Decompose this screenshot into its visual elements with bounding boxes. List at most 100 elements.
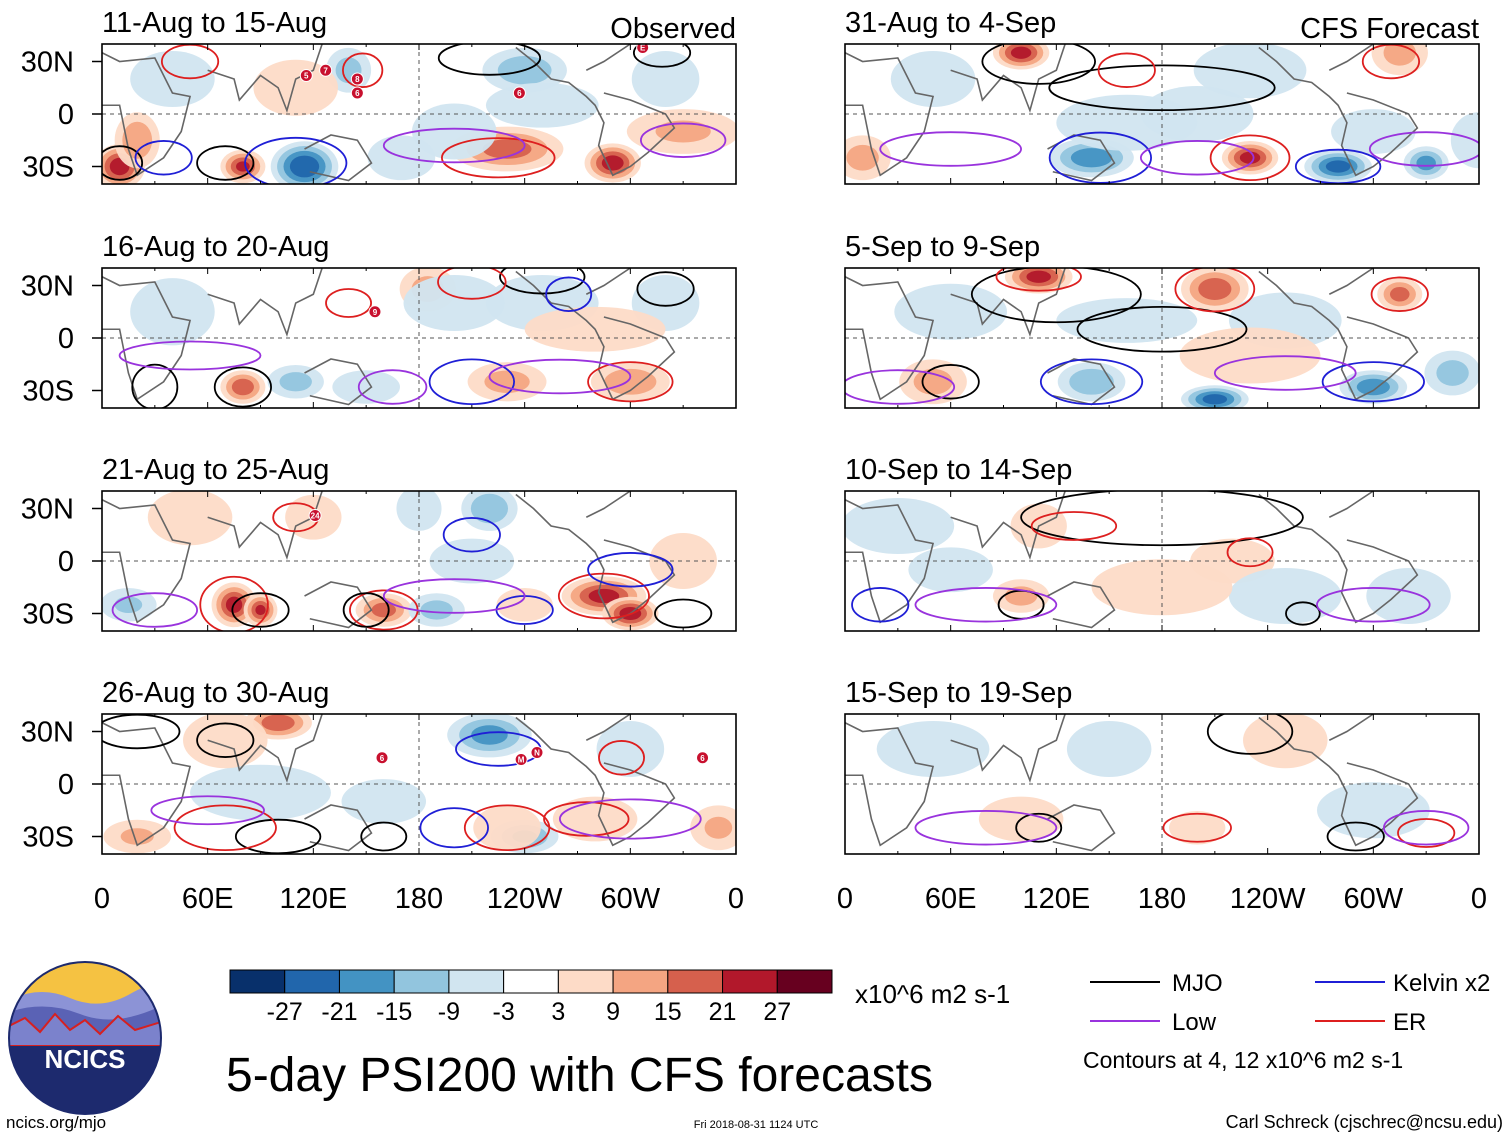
panel-title: 15-Sep to 19-Sep xyxy=(845,677,1072,709)
anomaly-level xyxy=(913,368,953,395)
anomaly-blob xyxy=(1179,327,1321,384)
contour-purple xyxy=(1368,131,1479,167)
anomaly-blob xyxy=(908,547,993,593)
contour-black xyxy=(636,271,695,307)
colorbar-label: 9 xyxy=(606,998,620,1026)
panel-title: 31-Aug to 4-Sep xyxy=(845,7,1056,39)
anomaly-level xyxy=(649,533,717,589)
anomaly-level xyxy=(1056,298,1198,343)
anomaly-blob xyxy=(1450,112,1479,169)
colorbar-label: -27 xyxy=(267,998,303,1026)
y-tick-label: 30N xyxy=(21,47,74,79)
contour-purple xyxy=(357,369,428,405)
anomaly-blob xyxy=(1228,568,1342,624)
anomaly-level xyxy=(261,714,295,731)
storm-marker: 6 xyxy=(512,86,526,100)
contour-blue xyxy=(1048,131,1152,184)
anomaly-blob xyxy=(496,587,553,622)
anomaly-blob xyxy=(220,370,266,404)
panel-title: 16-Aug to 20-Aug xyxy=(102,231,329,263)
x-tick-label: 0 xyxy=(837,883,853,915)
panel-title: 11-Aug to 15-Aug xyxy=(102,7,327,39)
anomaly-blob xyxy=(461,491,518,531)
panel-p5: 31-Aug to 4-Sep CFS Forecast xyxy=(844,7,1480,185)
contour-blue xyxy=(545,276,593,312)
contour-blue xyxy=(419,807,489,849)
legend-label-er: ER xyxy=(1393,1009,1426,1036)
storm-marker: 6 xyxy=(350,86,364,100)
anomaly-blob xyxy=(447,714,532,758)
colorbar: -27 -21 -15 -9 -3 3 9 15 21 27 xyxy=(229,969,833,1026)
contour-note: Contours at 4, 12 x10^6 m2 s-1 xyxy=(1083,1047,1403,1073)
anomaly-level xyxy=(1026,270,1051,283)
colorbar-label: 27 xyxy=(763,998,791,1026)
anomaly-blob xyxy=(1169,810,1226,845)
storm-marker: 7 xyxy=(319,63,333,77)
contour-purple xyxy=(1316,587,1431,623)
anomaly-blob xyxy=(332,370,400,404)
anomaly-level xyxy=(484,370,530,394)
contour-black xyxy=(1206,714,1294,755)
contour-black xyxy=(970,268,1142,324)
contour-black xyxy=(342,592,390,628)
anomaly-blob xyxy=(220,149,266,184)
coastline xyxy=(304,581,373,629)
storm-label: 9 xyxy=(373,308,378,317)
y-tick-label: 0 xyxy=(58,99,74,131)
coastline xyxy=(102,722,192,847)
storm-icon xyxy=(319,63,333,77)
anomaly-blob xyxy=(114,112,160,169)
anomaly-level xyxy=(1366,568,1451,624)
storm-icon xyxy=(530,746,544,759)
colorbar-swatch xyxy=(338,969,395,994)
legend: MJO Kelvin x2 Low ER Contours at 4, 12 x… xyxy=(1083,970,1490,1073)
panel-grid: 5 7 8 6 6 E 11-Aug to 15-Aug Observed 30N 0 30S 9 16… xyxy=(21,7,1487,915)
anomaly-level xyxy=(473,805,541,851)
contour-purple xyxy=(558,798,702,840)
x-tick-label: 180 xyxy=(1138,883,1186,915)
anomaly-level xyxy=(894,283,1008,340)
panel-p1: 5 7 8 6 6 E 11-Aug to 15-Aug Observed 30N 0 30S xyxy=(21,7,737,185)
contour-black xyxy=(231,592,290,628)
panel-title: 26-Aug to 30-Aug xyxy=(102,677,329,709)
anomaly-blob xyxy=(1057,362,1126,402)
contour-purple xyxy=(488,358,632,395)
legend-label-kelvin: Kelvin x2 xyxy=(1393,970,1490,997)
contour-blue xyxy=(1321,361,1425,403)
contour-red xyxy=(325,288,372,318)
anomaly-level xyxy=(1450,112,1479,169)
ncics-logo: NCICS xyxy=(8,961,162,1115)
anomaly-blob xyxy=(631,51,700,107)
anomaly-blob xyxy=(649,533,717,589)
panel-field xyxy=(845,491,1479,631)
coastline xyxy=(950,714,1066,784)
storm-label: 6 xyxy=(380,754,385,763)
anomaly-level xyxy=(1179,327,1321,384)
anomaly-level xyxy=(332,370,400,404)
contour-purple xyxy=(914,810,1058,846)
storm-label: E xyxy=(640,44,646,53)
coastline xyxy=(1258,716,1419,847)
contour-purple xyxy=(1139,140,1255,176)
x-tick-label: 120W xyxy=(1230,883,1306,915)
storm-marker: 6 xyxy=(696,751,710,765)
contour-red xyxy=(342,52,384,88)
coastline xyxy=(102,52,192,177)
anomaly-level xyxy=(846,144,879,171)
contour-purple xyxy=(382,578,526,614)
panel-field: 5 7 8 6 6 E xyxy=(102,44,736,184)
contour-black xyxy=(102,145,144,181)
anomaly-level xyxy=(1389,286,1410,302)
anomaly-blob xyxy=(1424,350,1479,396)
anomaly-level xyxy=(471,725,508,745)
coastline xyxy=(845,52,935,177)
coastline xyxy=(950,268,1066,338)
anomaly-level xyxy=(1193,44,1307,99)
storm-icon xyxy=(696,751,710,765)
coastline xyxy=(515,716,676,847)
contour-black xyxy=(360,821,408,852)
coastline xyxy=(1328,714,1374,741)
contour-red xyxy=(1226,537,1274,568)
storm-label: 7 xyxy=(323,66,328,75)
